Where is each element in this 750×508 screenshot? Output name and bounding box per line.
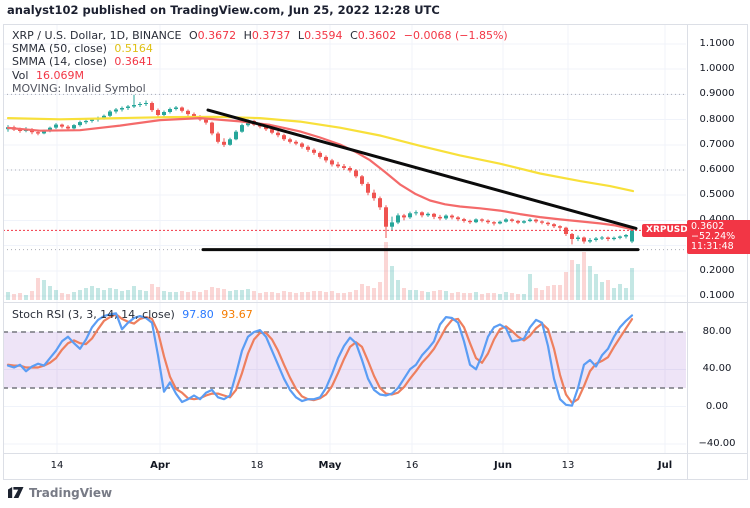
main-chart-legend[interactable]: XRP / U.S. Dollar, 1D, BINANCE O0.3672 H… (12, 29, 508, 95)
price-axis-label: 0.4000 (688, 214, 746, 225)
stoch-axis-label: −40.00 (698, 438, 736, 449)
stoch-k-value: 97.80 (182, 308, 214, 321)
badge-price: 0.3602 (691, 221, 725, 232)
price-axis-label: 1.1000 (699, 38, 735, 49)
price-axis-label: 0.9000 (699, 88, 735, 100)
smma50-legend-row[interactable]: SMMA (50, close) 0.5164 (12, 42, 508, 55)
time-axis-label: Apr (150, 460, 170, 471)
volume-value: 16.069M (35, 68, 84, 82)
price-axis-label: 0.7000 (699, 138, 735, 150)
time-axis-label: 13 (561, 460, 575, 471)
tradingview-logo-text: TradingView (29, 486, 113, 500)
moving-error-text: MOVING: Invalid Symbol (12, 81, 146, 95)
volume-label: Vol (12, 68, 29, 82)
price-line-symbol-tag: XRPUSD (642, 224, 692, 237)
symbol-title: XRP / U.S. Dollar, 1D, BINANCE (12, 29, 182, 42)
stoch-d-value: 93.67 (221, 308, 253, 321)
close-key: C (350, 29, 358, 42)
open-key: O (188, 29, 198, 42)
tradingview-logo-icon (8, 487, 24, 498)
smma14-value: 0.3641 (114, 55, 153, 69)
time-axis-label: 18 (250, 460, 264, 471)
chart-container[interactable] (3, 24, 749, 480)
price-axis-label: 0.2000 (699, 264, 735, 276)
smma14-legend-row[interactable]: SMMA (14, close) 0.3641 (12, 55, 508, 68)
time-axis-label: Jul (657, 460, 673, 471)
time-axis-label: 14 (50, 460, 64, 471)
stoch-axis-label: 40.00 (702, 363, 732, 375)
publish-header-text: analyst102 published on TradingView.com,… (7, 3, 440, 17)
badge-change-pct: −52.24% (691, 231, 736, 242)
stoch-rsi-legend[interactable]: Stoch RSI (3, 3, 14, 14, close) 97.80 93… (12, 308, 253, 321)
stoch-label: Stoch RSI (3, 3, 14, 14, close) (12, 308, 175, 321)
high-key: H (243, 29, 252, 42)
price-axis-label: 0.1000 (699, 290, 735, 301)
time-axis-label: Jun (494, 460, 512, 471)
smma14-label: SMMA (14, close) (12, 55, 107, 69)
price-axis-label: 1.0000 (699, 63, 735, 75)
smma50-value: 0.5164 (114, 42, 153, 56)
price-axis-label: 0.5000 (699, 189, 735, 201)
smma50-label: SMMA (50, close) (12, 42, 107, 56)
tradingview-logo[interactable]: TradingView (8, 486, 112, 500)
last-price-badge: 0.3602 −52.24% 11:31:48 (687, 220, 750, 254)
low-value: 0.3594 (304, 29, 343, 42)
symbol-legend-row[interactable]: XRP / U.S. Dollar, 1D, BINANCE O0.3672 H… (12, 29, 508, 42)
stoch-axis-label: 80.00 (702, 326, 732, 337)
open-value: 0.3672 (197, 29, 237, 42)
stoch-axis-label: 0.00 (705, 400, 729, 412)
close-value: 0.3602 (357, 29, 397, 42)
time-axis-label: 16 (405, 460, 419, 471)
high-value: 0.3737 (251, 29, 291, 42)
price-axis-label: 0.8000 (699, 113, 735, 125)
moving-error-row[interactable]: MOVING: Invalid Symbol (12, 82, 508, 95)
change-value: −0.0068 (−1.85%) (403, 29, 508, 42)
time-axis-label: May (318, 460, 342, 471)
volume-legend-row[interactable]: Vol 16.069M (12, 69, 508, 82)
price-axis-label: 0.6000 (699, 164, 735, 175)
badge-countdown: 11:31:48 (691, 241, 734, 252)
low-key: L (297, 29, 305, 42)
